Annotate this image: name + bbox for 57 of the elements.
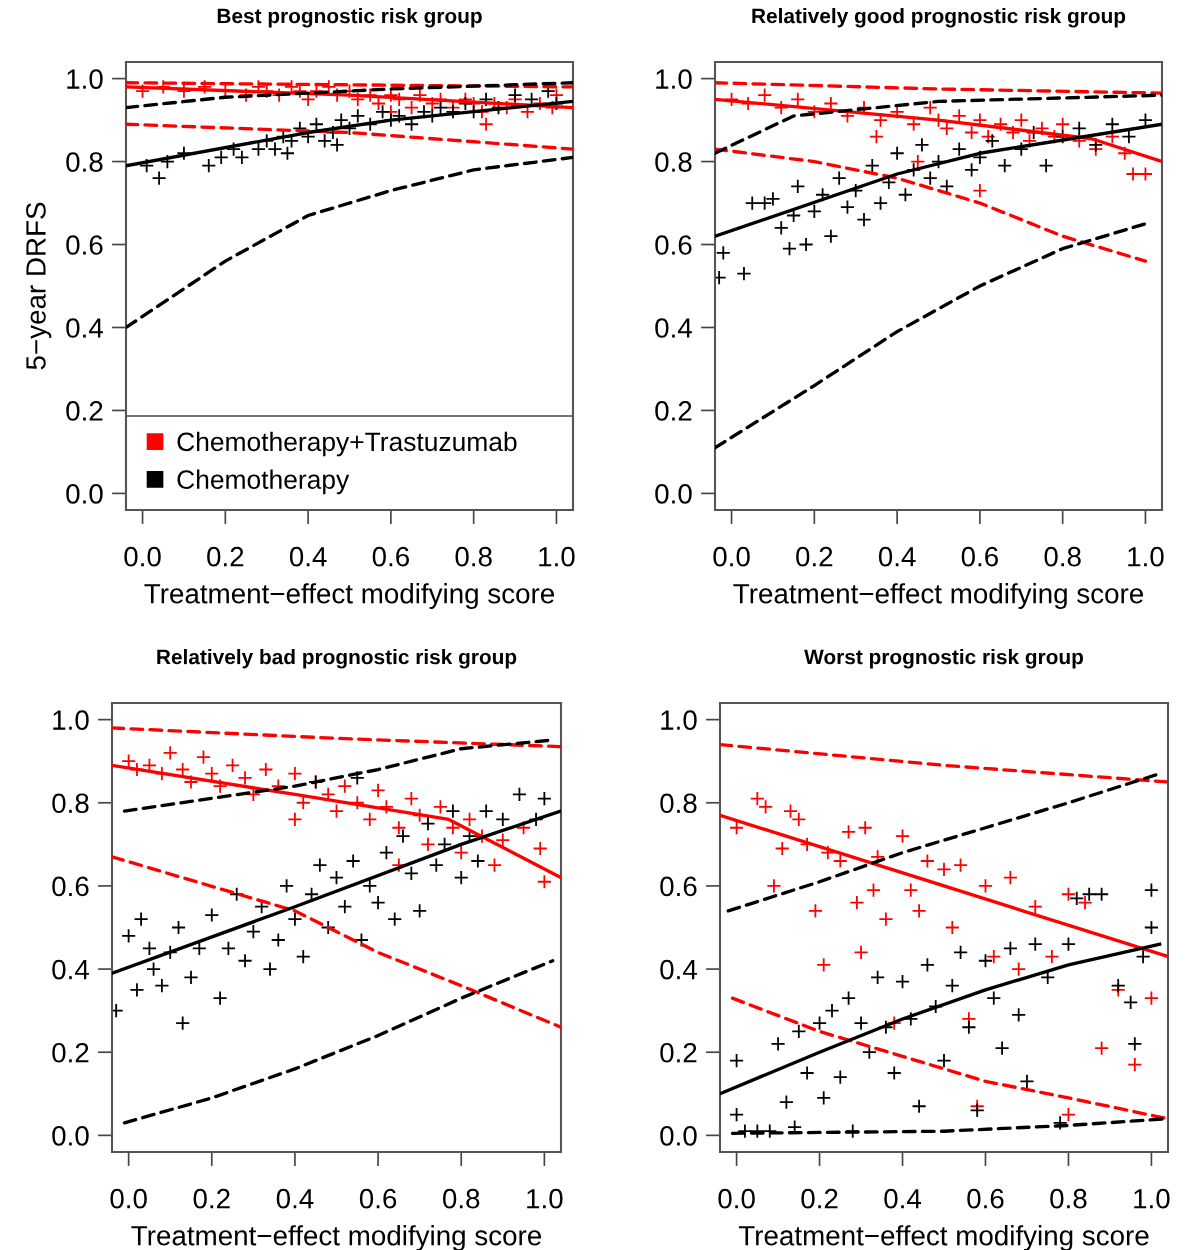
x-tick-label: 1.0: [1128, 546, 1164, 567]
x-tick-label: 0.6: [967, 1188, 1004, 1209]
x-tick-label: 0.4: [884, 1188, 922, 1209]
x-tick-label: 0.0: [124, 546, 161, 567]
x-tick-label: 1.0: [1134, 1188, 1170, 1209]
y-tick-label: 0.8: [660, 793, 697, 814]
legend-label: Chemotherapy+Trastuzumab: [177, 431, 517, 457]
x-tick-label: 0.0: [110, 1188, 147, 1209]
y-tick-label: 1.0: [661, 710, 697, 730]
x-tick-label: 0.2: [193, 1188, 230, 1209]
x-tick-label: 0.2: [207, 546, 244, 567]
y-tick-label: 1.0: [656, 69, 692, 89]
x-tick-label: 0.6: [961, 546, 998, 567]
x-tick-label: 0.0: [713, 546, 750, 567]
y-tick-label: 0.0: [66, 484, 103, 504]
y-tick-label: 1.0: [67, 69, 103, 89]
y-tick-label: 0.8: [655, 152, 692, 172]
x-tick-label: 0.2: [796, 546, 833, 567]
y-tick-label: 0.4: [66, 318, 103, 338]
y-tick-label: 0.8: [66, 152, 103, 172]
y-tick-label: 0.0: [660, 1126, 697, 1146]
x-tick-label: 0.4: [878, 546, 916, 567]
x-tick-label: 0.6: [372, 546, 409, 567]
x-tick-label: 0.2: [801, 1188, 838, 1209]
y-tick-label: 0.6: [66, 235, 103, 255]
chart-title: Relatively bad prognostic risk group: [157, 649, 517, 669]
y-tick-label: 0.8: [52, 793, 89, 814]
x-tick-label: 0.4: [289, 546, 327, 567]
y-tick-label: 0.6: [655, 235, 692, 255]
y-tick-label: 0.0: [52, 1126, 89, 1146]
y-tick-label: 0.6: [660, 876, 697, 897]
y-tick-label: 0.4: [660, 959, 697, 980]
legend-label: Chemotherapy: [177, 469, 350, 495]
x-tick-label: 1.0: [539, 546, 575, 567]
y-tick-label: 0.4: [655, 318, 692, 338]
y-tick-label: 0.6: [52, 876, 89, 897]
y-tick-label: 0.2: [660, 1042, 697, 1063]
chart-title: Relatively good prognostic risk group: [752, 8, 1126, 28]
y-tick-label: 0.2: [66, 401, 103, 421]
x-axis-title: Treatment−effect modifying score: [733, 583, 1144, 610]
chart-title: Best prognostic risk group: [217, 8, 482, 28]
x-tick-label: 0.8: [455, 546, 492, 567]
x-axis-title: Treatment−effect modifying score: [144, 583, 555, 610]
y-tick-label: 0.0: [655, 484, 692, 504]
x-tick-label: 0.8: [443, 1188, 480, 1209]
x-tick-label: 0.6: [359, 1188, 397, 1209]
y-tick-label: 0.4: [52, 959, 89, 980]
x-tick-label: 0.8: [1050, 1188, 1087, 1209]
y-tick-label: 0.2: [52, 1042, 89, 1063]
x-tick-label: 0.0: [718, 1188, 755, 1209]
x-tick-label: 0.4: [276, 1188, 314, 1209]
chart-title: Worst prognostic risk group: [804, 649, 1084, 669]
y-tick-label: 1.0: [53, 710, 89, 730]
x-tick-label: 0.8: [1044, 546, 1081, 567]
y-axis-title: 5−year DRFS: [26, 202, 52, 370]
x-tick-label: 1.0: [527, 1188, 563, 1209]
y-tick-label: 0.2: [655, 401, 692, 421]
